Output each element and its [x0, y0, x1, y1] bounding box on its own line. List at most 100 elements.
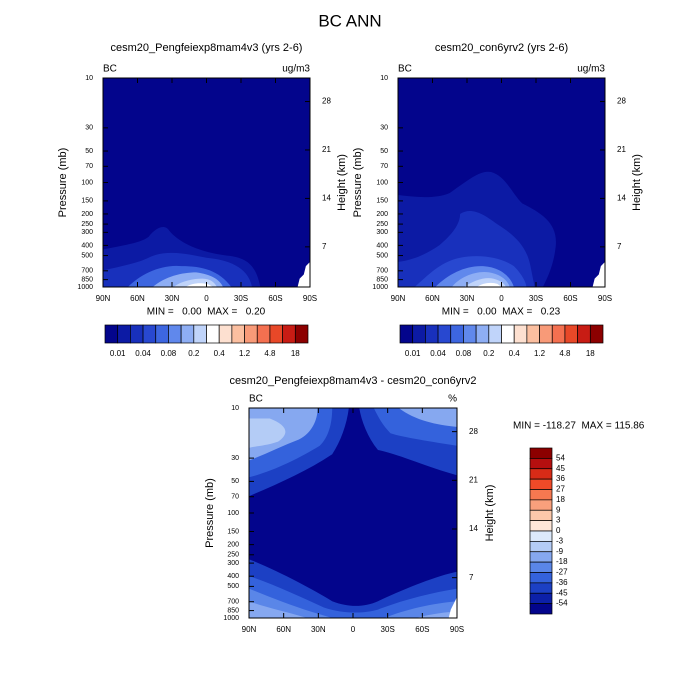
colorbar-box: [437, 324, 452, 344]
y-tick-label: 200: [227, 541, 239, 548]
y-axis-label: Pressure (mb): [352, 148, 364, 218]
colorbar-label: 0.01: [110, 349, 126, 358]
colorbar-box: [244, 324, 258, 344]
x-tick-label: 60N: [425, 294, 440, 303]
y-tick-label: 150: [81, 198, 93, 205]
colorbar-box: [104, 324, 119, 344]
colorbar-box: [130, 324, 144, 344]
x-tick-label: 90S: [598, 294, 612, 303]
colorbar-box: [529, 551, 553, 563]
figure-title: BC ANN: [318, 11, 381, 30]
colorbar-box: [117, 324, 131, 344]
colorbar-box: [589, 324, 604, 344]
y-tick-label: 850: [376, 276, 388, 283]
y-tick-label: 70: [85, 163, 93, 170]
y-tick-label: 1000: [372, 284, 388, 291]
colorbar-box: [529, 447, 553, 459]
y-tick-label: 30: [231, 455, 239, 462]
colorbar-box: [529, 603, 553, 615]
y-tick-label: 850: [227, 607, 239, 614]
y2-tick-label: 14: [469, 524, 478, 533]
left-label: BC: [249, 394, 263, 405]
panel-title: cesm20_Pengfeiexp8mam4v3 (yrs 2-6): [111, 42, 303, 54]
x-tick-label: 30N: [460, 294, 475, 303]
colorbar-box: [206, 324, 220, 344]
colorbar-label: -36: [556, 578, 568, 587]
colorbar-label: -27: [556, 568, 568, 577]
colorbar-label: 0.01: [405, 349, 421, 358]
x-tick-label: 60N: [130, 294, 145, 303]
x-tick-label: 0: [204, 294, 209, 303]
x-tick-label: 0: [351, 625, 356, 634]
y-tick-label: 300: [227, 560, 239, 567]
y-tick-label: 400: [227, 573, 239, 580]
colorbar-label: 0.2: [188, 349, 200, 358]
colorbar-label: 9: [556, 505, 561, 514]
x-tick-label: 60S: [415, 625, 429, 634]
colorbar-box: [193, 324, 207, 344]
colorbar-box: [282, 324, 296, 344]
colorbar-box: [142, 324, 157, 344]
y-tick-label: 10: [85, 75, 93, 82]
colorbar-label: -45: [556, 588, 568, 597]
y-tick-label: 10: [380, 75, 388, 82]
colorbar-box: [218, 324, 233, 344]
y-tick-label: 500: [227, 583, 239, 590]
right-label: ug/m3: [577, 64, 605, 75]
colorbar-box: [294, 324, 309, 344]
colorbar-box: [529, 458, 553, 470]
panel-title: cesm20_Pengfeiexp8mam4v3 - cesm20_con6yr…: [229, 375, 476, 387]
left-label: BC: [103, 64, 117, 75]
colorbar-box: [526, 324, 540, 344]
y-tick-label: 200: [376, 211, 388, 218]
y2-axis-label: Height (km): [336, 154, 348, 211]
y-tick-label: 50: [231, 478, 239, 485]
colorbar-box: [513, 324, 528, 344]
colorbar-label: 0.4: [509, 349, 521, 358]
y2-axis-label: Height (km): [484, 485, 496, 542]
colorbar-box: [529, 468, 553, 480]
colorbar-box: [269, 324, 283, 344]
y2-axis-label: Height (km): [631, 154, 643, 211]
colorbar-label: 18: [556, 495, 565, 504]
colorbar-label: 18: [291, 349, 300, 358]
colorbar-box: [551, 324, 566, 344]
colorbar-box: [425, 324, 439, 344]
y2-tick-label: 7: [617, 242, 622, 251]
colorbar-label: 0.08: [161, 349, 177, 358]
colorbar-label: 27: [556, 485, 565, 494]
y-tick-label: 250: [376, 221, 388, 228]
colorbar-box: [155, 324, 169, 344]
colorbar-label: -9: [556, 547, 564, 556]
y-tick-label: 150: [227, 528, 239, 535]
colorbar-box: [501, 324, 515, 344]
x-tick-label: 90S: [303, 294, 317, 303]
y-tick-label: 250: [81, 221, 93, 228]
y-tick-label: 700: [227, 599, 239, 606]
y-tick-label: 250: [227, 552, 239, 559]
colorbar-box: [399, 324, 414, 344]
colorbar-box: [529, 499, 553, 511]
x-tick-label: 30S: [381, 625, 395, 634]
y-tick-label: 1000: [77, 284, 93, 291]
colorbar-label: 0.2: [483, 349, 495, 358]
y-axis-label: Pressure (mb): [57, 148, 69, 218]
colorbar-label: -3: [556, 536, 564, 545]
stats: MIN = -118.27 MAX = 115.86: [513, 421, 645, 432]
x-tick-label: 60N: [276, 625, 291, 634]
colorbar-box: [488, 324, 502, 344]
colorbar-label: 1.2: [534, 349, 546, 358]
y-tick-label: 30: [85, 125, 93, 132]
y-tick-label: 1000: [223, 615, 239, 622]
colorbar-box: [564, 324, 578, 344]
x-tick-label: 60S: [563, 294, 577, 303]
contour-field: [249, 408, 457, 618]
colorbar-box: [412, 324, 426, 344]
x-tick-label: 90N: [391, 294, 406, 303]
y-tick-label: 70: [380, 163, 388, 170]
colorbar-box: [529, 520, 553, 532]
x-tick-label: 90N: [242, 625, 257, 634]
colorbar-label: 54: [556, 453, 565, 462]
colorbar-label: 36: [556, 474, 565, 483]
y-tick-label: 500: [376, 252, 388, 259]
